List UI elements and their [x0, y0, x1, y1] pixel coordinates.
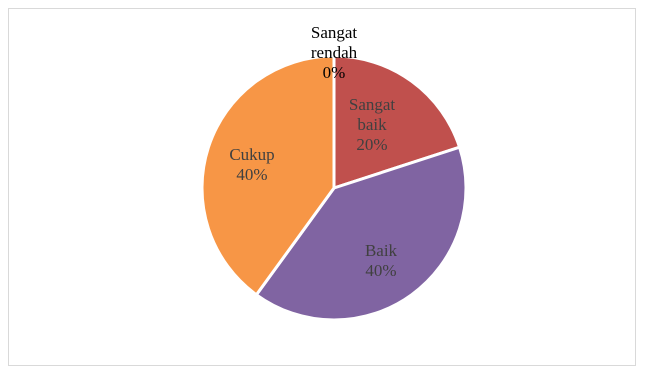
data-label-sangat-baik: Sangat baik 20%	[349, 95, 396, 154]
pie-slice-baik	[254, 145, 468, 322]
data-label-cukup: Cukup 40%	[229, 145, 274, 184]
pie-slice-cukup	[200, 54, 336, 297]
pie-slice-sangat-baik	[332, 54, 462, 191]
data-label-sangat-rendah: Sangat rendah 0%	[311, 23, 358, 82]
data-label-baik: Baik 40%	[365, 241, 398, 280]
